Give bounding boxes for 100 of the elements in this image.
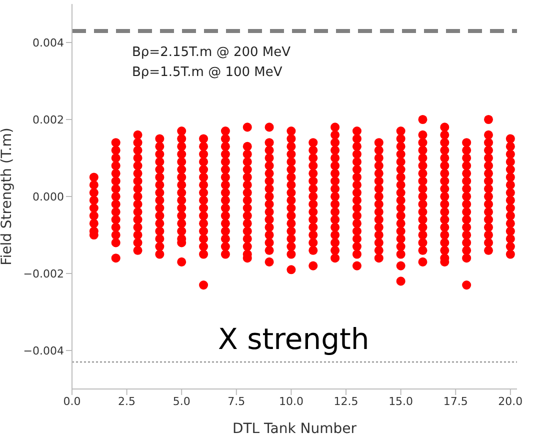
point	[111, 146, 120, 155]
point	[155, 242, 164, 252]
point	[111, 230, 120, 240]
point	[418, 230, 428, 240]
point	[440, 207, 450, 216]
point	[484, 130, 494, 140]
point	[264, 161, 274, 170]
point	[374, 184, 384, 194]
point	[418, 257, 428, 266]
point	[396, 218, 406, 228]
point	[484, 207, 494, 216]
point	[177, 218, 186, 228]
point	[133, 138, 142, 148]
point	[440, 146, 450, 155]
point	[418, 246, 428, 255]
point	[462, 138, 472, 148]
point	[440, 184, 450, 194]
point	[220, 196, 230, 205]
point	[440, 138, 450, 148]
point	[374, 238, 384, 248]
point	[374, 246, 384, 255]
point	[177, 157, 186, 166]
point	[352, 180, 362, 190]
point	[418, 215, 428, 224]
point	[484, 161, 494, 170]
point	[506, 180, 515, 190]
point	[133, 238, 142, 248]
point	[220, 234, 230, 244]
point	[418, 184, 428, 194]
point	[352, 250, 362, 259]
point	[484, 168, 494, 178]
point	[220, 211, 230, 220]
point	[506, 211, 515, 220]
point	[374, 254, 384, 263]
point	[418, 114, 428, 124]
point	[396, 172, 406, 182]
point	[111, 176, 120, 186]
point	[242, 165, 252, 174]
point	[462, 161, 472, 170]
point	[330, 246, 340, 255]
point	[484, 138, 494, 148]
point	[308, 161, 318, 170]
x-tick-label: 10.0	[278, 394, 304, 408]
point	[352, 126, 362, 136]
point	[177, 204, 186, 213]
point	[133, 192, 142, 202]
point	[352, 165, 362, 174]
point	[396, 234, 406, 244]
point	[155, 250, 164, 259]
point	[111, 184, 120, 194]
point	[199, 180, 208, 190]
point	[199, 234, 208, 244]
point	[308, 207, 318, 216]
point	[352, 188, 362, 198]
point	[352, 157, 362, 166]
point	[418, 153, 428, 163]
point	[418, 238, 428, 248]
point	[506, 234, 515, 244]
point	[286, 157, 296, 166]
point	[440, 168, 450, 178]
point	[242, 172, 252, 182]
point	[352, 196, 362, 205]
x-tick-label: 7.5	[228, 394, 246, 408]
point	[155, 134, 164, 144]
point	[177, 142, 186, 151]
point	[220, 150, 230, 159]
point	[264, 215, 274, 224]
point	[462, 192, 472, 202]
point	[308, 168, 318, 178]
point	[308, 238, 318, 248]
point	[264, 257, 274, 266]
point	[308, 246, 318, 255]
point	[220, 157, 230, 166]
point	[155, 150, 164, 159]
point	[242, 180, 252, 190]
point	[242, 142, 252, 151]
point	[264, 176, 274, 186]
point	[418, 207, 428, 216]
point	[133, 222, 142, 232]
point	[133, 207, 142, 216]
point	[177, 211, 186, 220]
point	[374, 222, 384, 232]
point	[177, 172, 186, 182]
point	[484, 114, 494, 124]
point	[220, 165, 230, 174]
point	[286, 142, 296, 151]
point	[374, 192, 384, 202]
point	[155, 196, 164, 205]
point	[352, 234, 362, 244]
point	[330, 161, 340, 170]
point	[330, 130, 340, 140]
point	[308, 146, 318, 155]
point	[462, 215, 472, 224]
point	[484, 200, 494, 209]
point	[242, 150, 252, 159]
point	[264, 230, 274, 240]
point	[352, 134, 362, 144]
point	[440, 153, 450, 163]
point	[286, 242, 296, 252]
point	[308, 261, 318, 270]
